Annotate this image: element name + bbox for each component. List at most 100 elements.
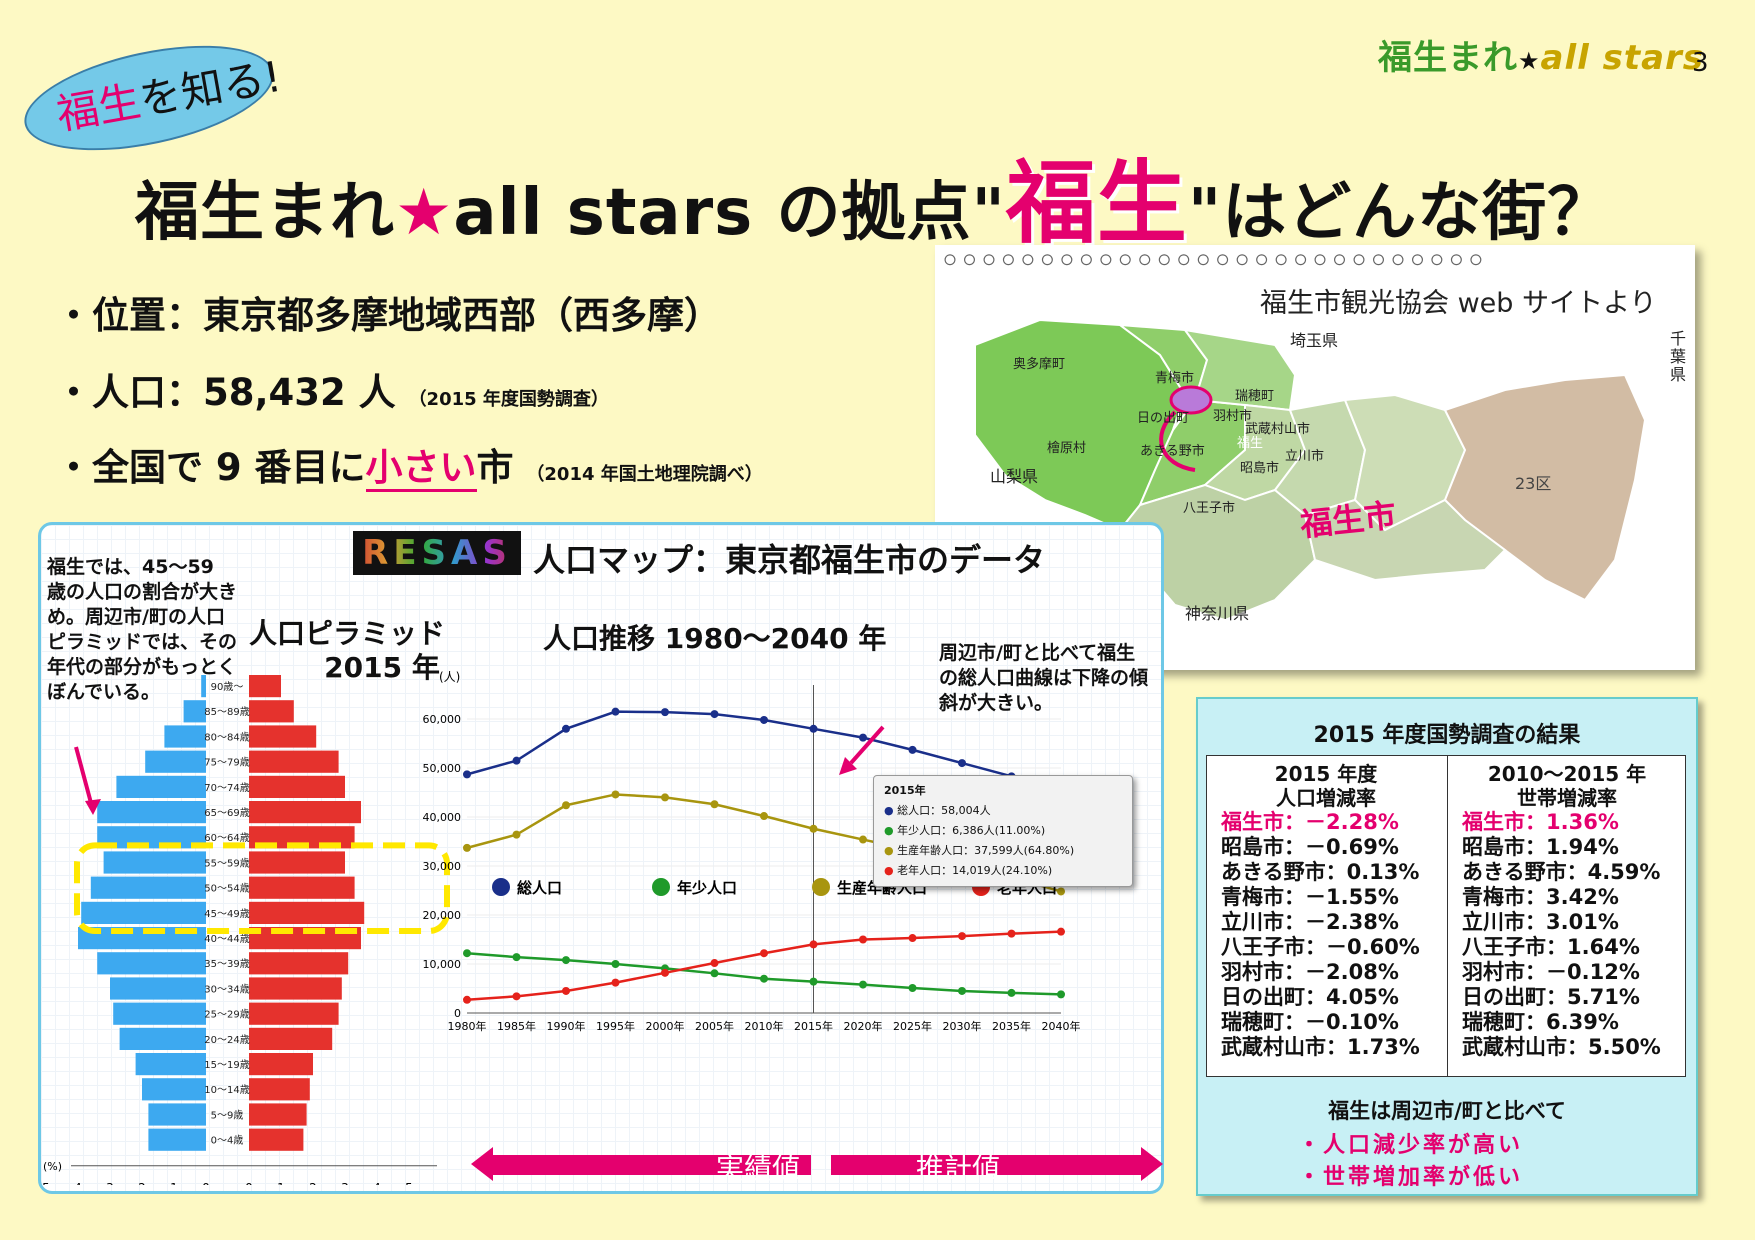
pyramid-tick-right: 0 (245, 1181, 253, 1185)
pyramid-age-label: 90歳～ (211, 681, 244, 693)
pyramid-bar-right (249, 1078, 310, 1101)
trend-point (611, 790, 620, 799)
pyramid-tick-left: 0 (202, 1181, 210, 1185)
census-row: 福生市：－2.28% (1221, 810, 1399, 834)
census-row: 羽村市：－0.12% (1462, 960, 1640, 984)
pyramid-tick-left: 3 (106, 1181, 114, 1185)
resas-logo-bg (353, 531, 521, 575)
pyramid-bar-left (81, 901, 206, 924)
tooltip-row: ● 老年人口：14,019人(24.10%) (884, 864, 1053, 877)
trend-x-tick: 1985年 (497, 1019, 536, 1033)
mun-mizuho: 瑞穂町 (1235, 389, 1275, 404)
page-title: 福生まれ★all stars の拠点"福生"はどんな街？ (135, 130, 1612, 260)
trend-point (611, 960, 620, 968)
mun-akishima: 昭島市 (1240, 461, 1280, 476)
pyramid-tick-left: 1 (170, 1181, 178, 1185)
trend-x-tick: 2010年 (745, 1019, 784, 1033)
trend-point (710, 710, 719, 719)
pref-yamanashi: 山梨県 (990, 467, 1039, 486)
pyramid-bar-right (249, 801, 361, 824)
trend-point (661, 708, 669, 717)
trend-point (1057, 887, 1065, 896)
pyramid-age-label: 40～44歳 (204, 933, 249, 945)
label-23ku: 23区 (1515, 474, 1552, 493)
trend-point (1057, 990, 1065, 999)
pyramid-tick-left: 2 (138, 1181, 146, 1185)
pyramid-age-label: 60～64歳 (204, 832, 249, 844)
trend-x-tick: 2000年 (646, 1019, 685, 1033)
pref-chiba: 千葉県 (1670, 329, 1687, 384)
pyramid-age-label: 70～74歳 (204, 782, 249, 794)
trend-point (809, 724, 818, 733)
trend-x-tick: 2025年 (893, 1019, 932, 1033)
census-row: 昭島市：1.94% (1462, 835, 1619, 859)
trend-point (463, 995, 471, 1004)
pyramid-title-1: 人口ピラミッド (249, 617, 446, 650)
pyramid-title-2: 2015 年 (324, 651, 440, 684)
pyramid-bar-right (249, 675, 281, 698)
note-left: 福生では、45～59 歳の人口の割合が大きめ。周辺市/町の人口ピラミッドでは、そ… (47, 556, 238, 703)
pyramid-bar-left (110, 977, 206, 1000)
pyramid-bar-left (103, 851, 206, 874)
pyramid-bar-left (97, 801, 206, 824)
pyramid-age-label: 35～39歳 (204, 958, 249, 970)
pyramid-age-label: 45～49歳 (204, 908, 249, 920)
pyramid-tick-right: 4 (373, 1181, 381, 1185)
tooltip-row: ● 年少人口：6,386人(11.00%) (884, 824, 1046, 837)
pyramid-bar-right (249, 876, 355, 899)
pyramid-bar-right (249, 901, 365, 924)
resas-panel: RESAS 人口マップ：東京都福生市のデータ 福生では、45～59 歳の人口の割… (38, 522, 1164, 1194)
mun-hamura: 羽村市 (1213, 409, 1253, 424)
pyramid-age-label: 25～29歳 (204, 1009, 249, 1021)
pyramid-bar-left (142, 1078, 206, 1101)
mun-musashimurayama: 武蔵村山市 (1245, 422, 1311, 437)
pyramid-bar-right (249, 1053, 313, 1076)
bullet-text: ・位置：東京都多摩地域西部（西多摩） (55, 294, 721, 337)
trend-title: 人口推移 1980～2040 年 (543, 622, 887, 655)
trend-x-tick: 2015年 (794, 1019, 833, 1033)
logo-star-icon: ★ (1518, 47, 1541, 75)
trend-y-tick: 60,000 (423, 713, 462, 726)
trend-point (859, 733, 867, 742)
pyramid-age-label: 0～4歳 (211, 1135, 244, 1147)
trend-y-tick: 10,000 (423, 958, 462, 971)
trend-x-tick: 2040年 (1042, 1019, 1081, 1033)
trend-y-tick: 30,000 (423, 860, 462, 873)
trend-point (958, 932, 966, 941)
mun-akiruno: あきる野市 (1140, 444, 1205, 459)
trend-point (809, 940, 818, 949)
tooltip-row-text: 老年人口：14,019人(24.10%) (897, 864, 1053, 877)
trend-legend-label: 年少人口 (677, 879, 737, 897)
resas-logo: RESAS (353, 531, 521, 575)
trend-point (710, 800, 719, 809)
trend-series-line (466, 930, 1062, 1002)
title-part2: all stars の拠点 (453, 176, 972, 250)
title-quote-close: " (1187, 176, 1223, 250)
trend-point (611, 978, 620, 987)
actual-label: 実績値 (716, 1152, 801, 1185)
pyramid-bar-left (90, 876, 206, 899)
pyramid-bar-left (148, 1128, 206, 1151)
pyramid-bar-right (249, 750, 339, 773)
title-quote-open: " (971, 176, 1006, 250)
trend-point (463, 949, 471, 958)
tooltip-row-text: 生産年齢人口：37,599人(64.80%) (897, 844, 1075, 857)
pyramid-bar-right (249, 725, 317, 748)
col-head-1: 2015 年度 (1274, 762, 1378, 786)
mun-ome: 青梅市 (1155, 371, 1195, 386)
trend-y-tick: 40,000 (423, 811, 462, 824)
tooltip-row-text: 年少人口：6,386人(11.00%) (897, 824, 1046, 837)
bullet-location: ・位置：東京都多摩地域西部（西多摩） (55, 285, 721, 339)
brand-logo: 福生まれ★all stars (1378, 30, 1704, 79)
pyramid-bar-right (249, 1128, 304, 1151)
census-row: 八王子市：1.64% (1462, 935, 1640, 959)
trend-point (859, 935, 867, 944)
trend-point (661, 793, 669, 802)
note-right-arrow-head (839, 757, 857, 775)
pyramid-tick-right: 5 (405, 1181, 413, 1185)
pyramid-bar-right (249, 775, 345, 798)
trend-point (809, 824, 818, 833)
pyramid-age-label: 10～14歳 (204, 1084, 249, 1096)
logo-jp: 福生まれ (1378, 38, 1518, 78)
pyramid-bar-left (135, 1053, 206, 1076)
